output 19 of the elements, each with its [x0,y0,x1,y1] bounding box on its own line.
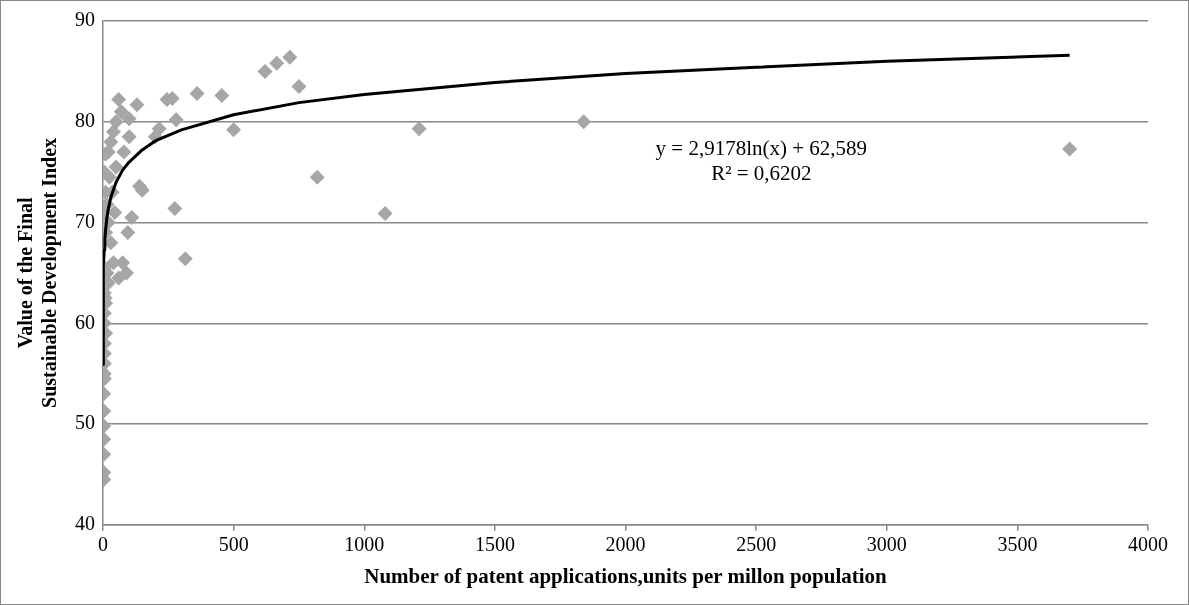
y-tick-label: 70 [75,209,95,232]
y-tick-label: 40 [75,512,95,535]
x-tick-label: 1500 [474,533,515,556]
annotation: R² = 0,6202 [711,160,812,185]
x-tick-label: 3500 [997,533,1038,556]
x-tick-label: 0 [98,533,108,556]
annotation: y = 2,9178ln(x) + 62,589 [655,135,868,160]
x-tick-label: 4000 [1128,533,1168,556]
y-tick-label: 60 [75,310,95,333]
y-tick-label: 90 [75,8,95,31]
x-axis-title: Number of patent applications,units per millon population [364,563,888,588]
x-tick-label: 2000 [605,533,646,556]
y-tick-label: 80 [75,109,95,132]
x-tick-label: 500 [218,533,249,556]
y-axis-title: Value of the Final Sustainable Development Index [14,137,62,408]
y-tick-label: 50 [75,411,95,434]
x-tick-label: 2500 [736,533,777,556]
x-tick-label: 1000 [344,533,385,556]
x-tick-label: 3000 [866,533,907,556]
